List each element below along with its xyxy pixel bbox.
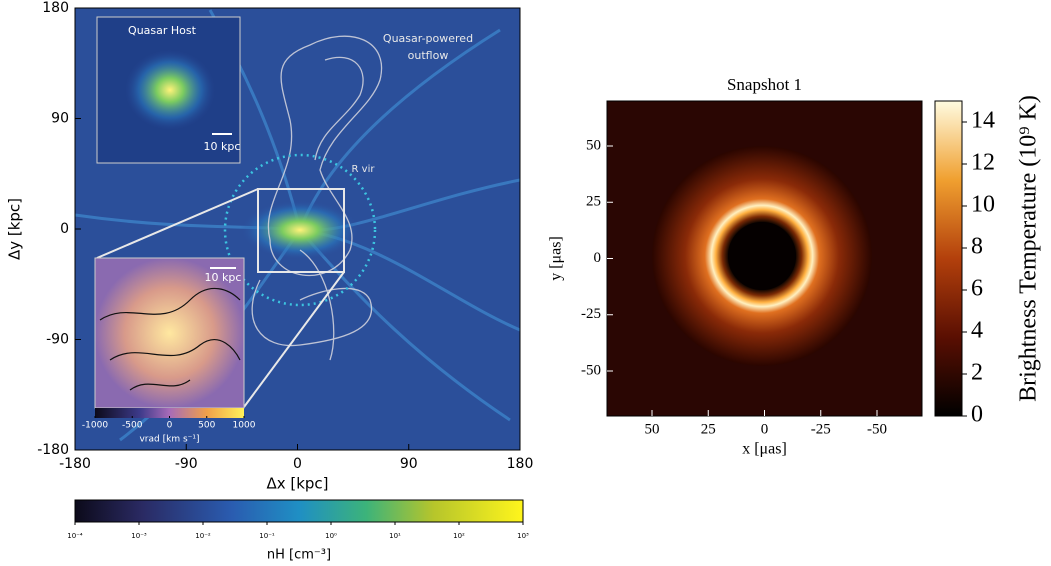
- colorbar-tick-label: 10²: [453, 532, 465, 540]
- colorbar-label: nH [cm⁻³]: [267, 548, 331, 563]
- colorbar-tick-label: 10: [971, 192, 995, 218]
- y-tick-label: 0: [594, 250, 602, 266]
- annotation: outflow: [408, 49, 449, 62]
- y-axis-label: y [μas]: [548, 236, 565, 281]
- colorbar-tick-label: 10⁻⁴: [67, 532, 83, 540]
- figure: -180 -90 0 90 180 -180 -90 0 90 180 Δx [kpc] Δy [kp…: [0, 0, 1051, 566]
- colorbar-tick-label: 4: [971, 318, 983, 344]
- colorbar-tick-label: -500: [122, 421, 143, 431]
- x-tick-label: 50: [645, 421, 660, 437]
- x-tick-label: 0: [293, 456, 302, 472]
- scale-bar-label: 10 kpc: [205, 271, 242, 284]
- colorbar-tick-label: 8: [971, 234, 983, 260]
- y-tick-label: 25: [586, 194, 601, 210]
- simulation-image: [75, 8, 520, 450]
- y-tick-label: -50: [581, 362, 601, 378]
- colorbar-label: Brightness Temperature (10⁹ K): [1016, 95, 1042, 402]
- x-tick-label: 90: [400, 456, 418, 472]
- colorbar-tick-label: 12: [971, 150, 995, 176]
- x-axis-label: x [μas]: [742, 441, 787, 458]
- colorbar-tick-label: -1000: [82, 421, 108, 431]
- y-tick-label: 0: [60, 221, 69, 237]
- colorbar-tick-label: 10¹: [389, 532, 401, 540]
- y-tick-label: 50: [586, 137, 601, 153]
- chart-title: Snapshot 1: [727, 75, 802, 94]
- colorbar-tick-label: 6: [971, 276, 983, 302]
- colorbar-tick-label: 2: [971, 360, 983, 386]
- scale-bar-label: 10 kpc: [204, 140, 241, 153]
- colorbar-tick-label: 10⁻²: [195, 532, 211, 540]
- x-tick-label: 180: [507, 456, 534, 472]
- colorbar-tick-label: 10⁰: [325, 532, 337, 540]
- colorbar-tick-label: 10⁻¹: [259, 532, 275, 540]
- annotation: Quasar-powered: [383, 32, 473, 45]
- colorbar-tick-label: 14: [971, 108, 995, 134]
- x-tick-label: -25: [811, 421, 831, 437]
- colorbar-tick-label: 0: [167, 421, 173, 431]
- colorbar-tick-label: 500: [198, 421, 215, 431]
- colorbar: [75, 500, 523, 522]
- colorbar-label: vrad [km s⁻¹]: [139, 435, 199, 445]
- x-tick-label: 0: [761, 421, 769, 437]
- y-tick-label: -90: [46, 332, 69, 348]
- y-tick-label: 180: [42, 0, 69, 16]
- x-tick-label: -180: [59, 456, 91, 472]
- x-axis-label: Δx [kpc]: [266, 475, 328, 493]
- colorbar-tick-label: 10⁻³: [131, 532, 147, 540]
- x-tick-label: 25: [701, 421, 716, 437]
- colorbar: [935, 101, 962, 416]
- y-tick-label: -25: [581, 306, 601, 322]
- black-hole-image: [607, 101, 922, 416]
- colorbar-tick-label: 0: [971, 402, 983, 428]
- inset-title: Quasar Host: [128, 24, 197, 37]
- y-axis-label: Δy [kpc]: [6, 198, 24, 260]
- annotation: R vir: [352, 164, 376, 175]
- colorbar-tick-label: 1000: [233, 421, 256, 431]
- colorbar-tick-label: 10³: [517, 532, 529, 540]
- y-tick-label: 90: [51, 111, 69, 127]
- x-tick-label: -90: [175, 456, 198, 472]
- x-tick-label: -50: [867, 421, 887, 437]
- y-tick-label: -180: [37, 442, 69, 458]
